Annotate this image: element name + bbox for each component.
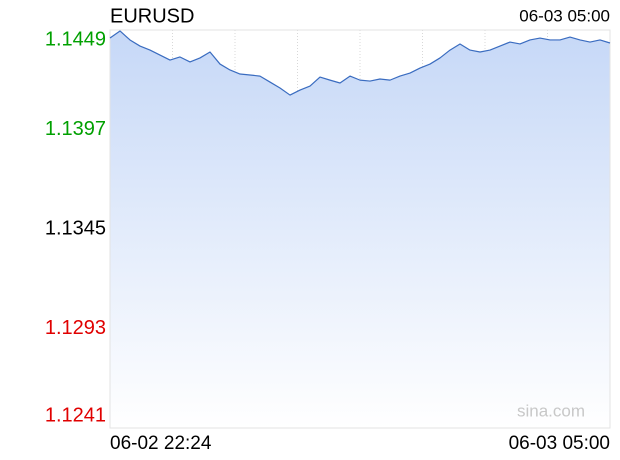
y-tick-label: 1.1241 [45, 404, 106, 426]
chart-title: EURUSD [110, 5, 194, 27]
watermark: sina.com [517, 401, 585, 420]
y-tick-label: 1.1449 [45, 28, 106, 50]
y-tick-label: 1.1397 [45, 118, 106, 140]
y-tick-label: 1.1345 [45, 217, 106, 239]
area [110, 30, 610, 429]
y-tick-label: 1.1293 [45, 317, 106, 339]
plot-frame [109, 29, 611, 429]
x-tick-label: 06-03 05:00 [509, 433, 610, 454]
x-tick-label: 06-02 22:24 [110, 433, 212, 454]
price-line [109, 30, 611, 96]
timestamp: 06-03 05:00 [519, 6, 610, 25]
